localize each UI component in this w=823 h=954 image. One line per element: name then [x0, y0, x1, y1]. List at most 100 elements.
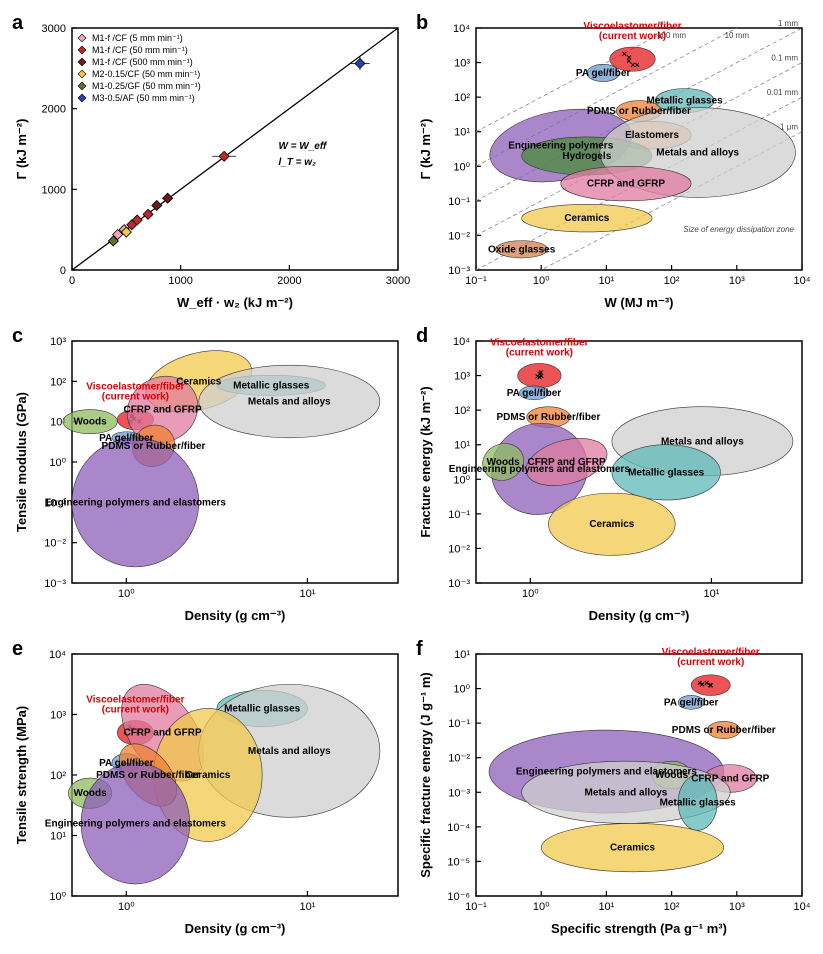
- panel-d: d Density (g cm⁻³)Fracture energy (kJ m⁻…: [414, 323, 814, 628]
- svg-text:Metallic glasses: Metallic glasses: [647, 96, 724, 107]
- panel-a-svg: W_eff · w₂ (kJ m⁻²) Γ (kJ m⁻²) 0 1000 2000 30…: [10, 10, 410, 315]
- svg-text:10⁰: 10⁰: [533, 275, 550, 287]
- panel-b-svg: W (MJ m⁻³) Γ (kJ m⁻²) 10⁻¹ 10⁰ 10¹ 10² 10³ 10⁴ 1…: [414, 10, 814, 315]
- svg-text:W (MJ m⁻³): W (MJ m⁻³): [605, 295, 674, 310]
- svg-text:10⁰: 10⁰: [453, 474, 470, 486]
- svg-text:Metallic glasses: Metallic glasses: [233, 380, 310, 391]
- svg-text:10⁰: 10⁰: [49, 457, 66, 469]
- svg-text:10⁴: 10⁴: [794, 275, 811, 287]
- svg-text:(current work): (current work): [102, 392, 169, 403]
- svg-text:Woods: Woods: [74, 417, 108, 428]
- svg-text:PDMS or Rubber/fiber: PDMS or Rubber/fiber: [102, 441, 206, 452]
- svg-text:PDMS or Rubber/fiber: PDMS or Rubber/fiber: [587, 106, 691, 117]
- svg-text:1000: 1000: [42, 184, 66, 196]
- svg-text:Engineering polymers and elast: Engineering polymers and elastomers: [45, 497, 227, 508]
- svg-text:Specific fracture energy (J g⁻: Specific fracture energy (J g⁻¹ m): [418, 672, 433, 878]
- svg-text:10⁻²: 10⁻²: [448, 753, 470, 765]
- svg-text:M3-0.5/AF (50 mm min⁻¹): M3-0.5/AF (50 mm min⁻¹): [92, 93, 195, 103]
- panel-e-label: e: [12, 638, 23, 661]
- svg-text:10⁻⁵: 10⁻⁵: [447, 856, 470, 868]
- svg-text:10⁴: 10⁴: [49, 649, 66, 661]
- svg-text:3000: 3000: [42, 23, 66, 35]
- svg-text:3000: 3000: [386, 275, 410, 287]
- panel-a-label: a: [12, 12, 23, 35]
- panel-d-label: d: [416, 325, 428, 348]
- svg-text:10³: 10³: [729, 275, 745, 287]
- svg-text:×: ×: [537, 372, 542, 382]
- svg-text:Elastomers: Elastomers: [625, 130, 679, 141]
- svg-text:W_eff · w₂ (kJ m⁻²): W_eff · w₂ (kJ m⁻²): [177, 295, 293, 310]
- svg-text:10⁻¹: 10⁻¹: [448, 196, 470, 208]
- svg-text:10¹: 10¹: [454, 649, 470, 661]
- panel-d-svg: Density (g cm⁻³)Fracture energy (kJ m⁻²)…: [414, 323, 814, 628]
- svg-text:×: ×: [704, 678, 709, 688]
- svg-text:Woods: Woods: [74, 788, 108, 799]
- svg-text:10⁻²: 10⁻²: [448, 230, 470, 242]
- svg-text:10²: 10²: [454, 405, 470, 417]
- svg-text:Γ (kJ m⁻²): Γ (kJ m⁻²): [418, 119, 433, 180]
- panel-e-svg: Density (g cm⁻³)Tensile strength (MPa)10…: [10, 636, 410, 941]
- svg-text:10³: 10³: [50, 710, 66, 722]
- svg-text:10³: 10³: [50, 336, 66, 348]
- svg-text:M2-0.15/CF (50 mm min⁻¹): M2-0.15/CF (50 mm min⁻¹): [92, 69, 200, 79]
- svg-text:2000: 2000: [277, 275, 301, 287]
- svg-text:CFRP and GFRP: CFRP and GFRP: [527, 457, 605, 468]
- svg-text:CFRP and GFRP: CFRP and GFRP: [123, 405, 201, 416]
- svg-text:(current work): (current work): [677, 657, 744, 668]
- svg-text:10¹: 10¹: [598, 275, 614, 287]
- svg-text:Metallic glasses: Metallic glasses: [628, 467, 705, 478]
- svg-text:10¹: 10¹: [598, 901, 614, 913]
- svg-text:Density (g cm⁻³): Density (g cm⁻³): [589, 608, 690, 623]
- svg-text:Metallic glasses: Metallic glasses: [224, 703, 301, 714]
- svg-text:0: 0: [60, 265, 66, 277]
- svg-text:Specific strength (Pa g⁻¹ m³): Specific strength (Pa g⁻¹ m³): [551, 921, 727, 936]
- svg-text:10⁻¹: 10⁻¹: [448, 718, 470, 730]
- svg-text:M1-f /CF (500 mm min⁻¹): M1-f /CF (500 mm min⁻¹): [92, 57, 193, 67]
- svg-text:PA gel/fiber: PA gel/fiber: [507, 388, 562, 399]
- svg-text:10⁰: 10⁰: [118, 588, 135, 600]
- svg-text:Woods: Woods: [655, 770, 689, 781]
- panel-b: b W (MJ m⁻³)Γ (kJ m⁻²)10⁻¹10⁰10¹10²10³10…: [414, 10, 814, 315]
- svg-text:1000: 1000: [168, 275, 192, 287]
- svg-text:Ceramics: Ceramics: [564, 213, 609, 224]
- svg-text:10²: 10²: [50, 770, 66, 782]
- svg-text:10⁰: 10⁰: [453, 684, 470, 696]
- panel-c-svg: Density (g cm⁻³)Tensile modulus (GPa)10⁰…: [10, 323, 410, 628]
- svg-text:Woods: Woods: [487, 457, 521, 468]
- svg-text:Size of energy dissipation zon: Size of energy dissipation zone: [683, 225, 794, 234]
- svg-text:CFRP and GFRP: CFRP and GFRP: [123, 728, 201, 739]
- svg-text:10¹: 10¹: [703, 588, 719, 600]
- svg-text:Hydrogels: Hydrogels: [562, 151, 611, 162]
- svg-text:PA gel/fiber: PA gel/fiber: [664, 697, 719, 708]
- svg-text:PA gel/fiber: PA gel/fiber: [99, 758, 154, 769]
- panel-c-label: c: [12, 325, 23, 348]
- svg-text:0: 0: [69, 275, 75, 287]
- svg-text:(current work): (current work): [599, 31, 666, 42]
- svg-text:10⁰: 10⁰: [118, 901, 135, 913]
- svg-text:PDMS or Rubber/fiber: PDMS or Rubber/fiber: [672, 725, 776, 736]
- svg-text:10³: 10³: [454, 371, 470, 383]
- svg-text:PDMS or Rubber/fiber: PDMS or Rubber/fiber: [496, 412, 600, 423]
- svg-text:2000: 2000: [42, 104, 66, 116]
- svg-text:Γ (kJ m⁻²): Γ (kJ m⁻²): [14, 119, 29, 180]
- panel-e: e Density (g cm⁻³)Tensile strength (MPa)…: [10, 636, 410, 941]
- svg-text:PDMS or Rubber/fiber: PDMS or Rubber/fiber: [96, 770, 200, 781]
- svg-text:Tensile modulus (GPa): Tensile modulus (GPa): [14, 392, 29, 532]
- svg-text:(current work): (current work): [506, 348, 573, 359]
- svg-text:10¹: 10¹: [299, 588, 315, 600]
- svg-text:10⁻³: 10⁻³: [44, 578, 66, 590]
- svg-text:(current work): (current work): [102, 705, 169, 716]
- svg-text:M1-f /CF (50 mm min⁻¹): M1-f /CF (50 mm min⁻¹): [92, 45, 188, 55]
- svg-text:×: ×: [635, 60, 640, 70]
- svg-text:10 mm: 10 mm: [725, 31, 750, 40]
- svg-text:Metals and alloys: Metals and alloys: [656, 147, 739, 158]
- svg-text:Tensile strength (MPa): Tensile strength (MPa): [14, 706, 29, 844]
- svg-text:10¹: 10¹: [454, 440, 470, 452]
- svg-text:Metallic glasses: Metallic glasses: [660, 798, 737, 809]
- svg-text:×: ×: [697, 678, 702, 688]
- panel-f-svg: Specific strength (Pa g⁻¹ m³) Specific fr…: [414, 636, 814, 941]
- svg-text:Oxide glasses: Oxide glasses: [488, 244, 556, 255]
- svg-text:Metals and alloys: Metals and alloys: [248, 746, 331, 757]
- svg-text:10²: 10²: [664, 275, 680, 287]
- svg-text:10³: 10³: [729, 901, 745, 913]
